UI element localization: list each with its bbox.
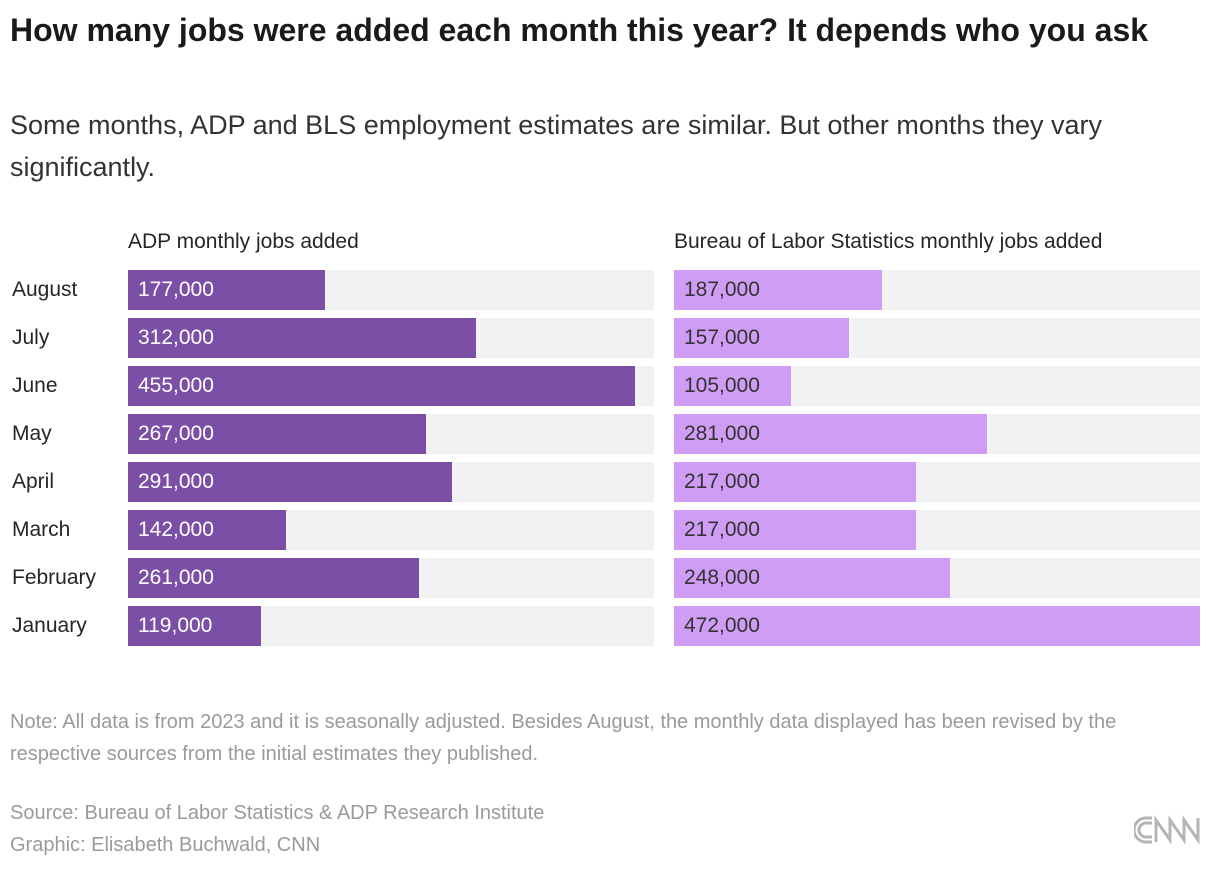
bar-track: 267,000 [128,414,654,454]
adp-bar [128,510,287,550]
bar-track: 177,000 [128,270,654,310]
bar-track: 472,000 [674,606,1200,646]
bar-track: 248,000 [674,558,1200,598]
data-label: 291,000 [138,470,214,493]
bls-bar [674,366,791,406]
bar-track: 142,000 [128,510,654,550]
month-label: July [12,326,50,349]
data-label: 217,000 [684,518,760,541]
bar-track: 187,000 [674,270,1200,310]
data-label: 267,000 [138,422,214,445]
month-label: February [12,566,97,589]
data-label: 261,000 [138,566,214,589]
source: Source: Bureau of Labor Statistics & ADP… [10,802,545,824]
bls-bar [674,462,916,502]
data-label: 312,000 [138,326,214,349]
bls-bar [674,318,849,358]
month-label: June [12,374,58,397]
credit: Graphic: Elisabeth Buchwald, CNN [10,834,321,856]
bls-panel-title: Bureau of Labor Statistics monthly jobs … [674,230,1103,253]
chart-subtitle: Some months, ADP and BLS employment esti… [10,110,1102,182]
data-label: 248,000 [684,566,760,589]
month-label: August [12,278,78,301]
month-label: March [12,518,71,541]
data-label: 157,000 [684,326,760,349]
month-label: May [12,422,52,445]
bls-bar [674,510,916,550]
data-label: 187,000 [684,278,760,301]
adp-bar [128,414,426,454]
bar-track: 281,000 [674,414,1200,454]
bar-track: 455,000 [128,366,654,406]
adp-bar [128,366,636,406]
bar-track: 217,000 [674,510,1200,550]
bls-bar [674,606,1200,646]
note: Note: All data is from 2023 and it is se… [10,711,1117,765]
month-label: January [12,614,87,637]
bar-track: 105,000 [674,366,1200,406]
data-label: 472,000 [684,614,760,637]
data-label: 217,000 [684,470,760,493]
adp-bar [128,462,453,502]
adp-bar [128,606,261,646]
data-label: 455,000 [138,374,214,397]
bar-track: 217,000 [674,462,1200,502]
data-label: 119,000 [138,614,213,637]
bar-track: 261,000 [128,558,654,598]
adp-bar [128,270,326,310]
bar-track: 157,000 [674,318,1200,358]
bar-track: 312,000 [128,318,654,358]
adp-bar [128,318,476,358]
data-label: 281,000 [684,422,760,445]
month-label: April [12,470,55,493]
adp-bar [128,558,419,598]
bls-bar [674,414,988,454]
data-label: 142,000 [138,518,214,541]
adp-panel-title: ADP monthly jobs added [128,230,359,253]
chart-title: How many jobs were added each month this… [10,12,1149,48]
data-label: 177,000 [138,278,214,301]
bls-bar [674,270,883,310]
data-label: 105,000 [684,374,760,397]
bar-track: 119,000 [128,606,654,646]
bls-bar [674,558,951,598]
cnn-logo [1134,815,1200,845]
bar-track: 291,000 [128,462,654,502]
